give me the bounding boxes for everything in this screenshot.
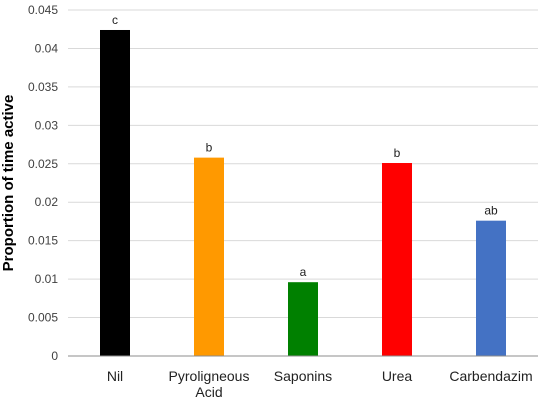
- x-category-label: Carbendazim: [449, 368, 532, 384]
- bar: [288, 282, 318, 356]
- y-tick-label: 0.045: [28, 3, 58, 17]
- y-tick-label: 0.015: [28, 234, 58, 248]
- y-axis-tick-labels: 0 0.005 0.01 0.015 0.02 0.025 0.03 0.035 0.04 0.0…: [28, 3, 58, 363]
- data-label: ab: [484, 204, 498, 218]
- bars: [100, 29, 506, 356]
- data-label: c: [112, 13, 118, 27]
- x-category-label: Pyroligneous Acid: [169, 368, 250, 400]
- y-tick-label: 0.01: [35, 272, 59, 286]
- x-category-label: Nil: [107, 368, 123, 384]
- bar: [382, 163, 412, 356]
- gridlines: [68, 9, 538, 319]
- x-category-label: Saponins: [274, 368, 332, 384]
- data-label: a: [300, 265, 307, 279]
- y-tick-label: 0.005: [28, 311, 58, 325]
- y-axis-title: Proportion of time active: [0, 95, 17, 272]
- data-label: b: [394, 146, 401, 160]
- x-axis-category-labels: Nil Pyroligneous Acid Saponins Urea Carbendaz…: [107, 368, 533, 400]
- data-label: b: [206, 141, 213, 155]
- y-tick-label: 0.035: [28, 80, 58, 94]
- bar: [476, 220, 506, 356]
- y-tick-label: 0.03: [35, 118, 59, 132]
- y-tick-label: 0.02: [35, 195, 59, 209]
- y-tick-label: 0.025: [28, 157, 58, 171]
- bar: [100, 29, 130, 356]
- y-tick-label: 0: [51, 349, 58, 363]
- y-tick-label: 0.04: [35, 41, 59, 55]
- bar: [194, 157, 224, 356]
- x-category-label: Urea: [382, 368, 413, 384]
